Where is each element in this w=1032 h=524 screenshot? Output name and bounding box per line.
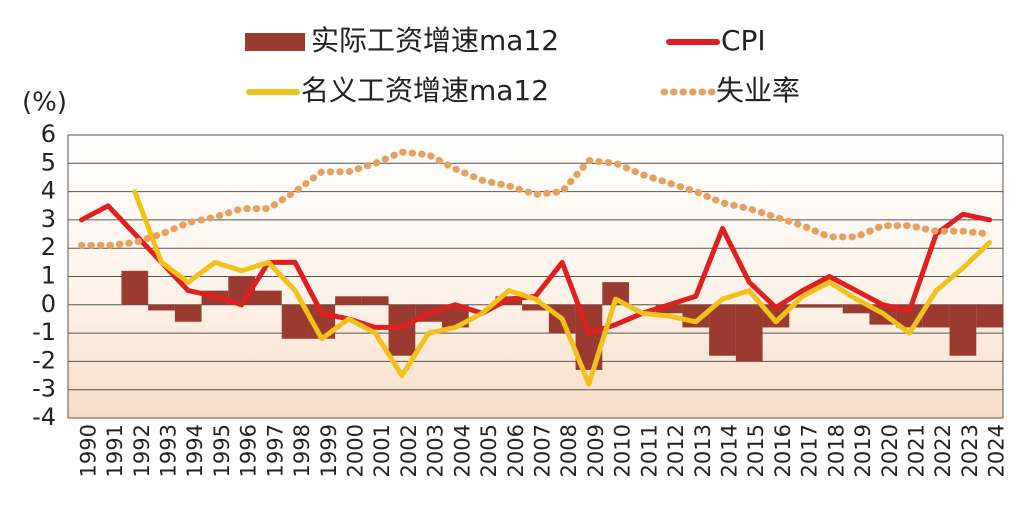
x-tick-label: 2020 [878, 424, 902, 477]
y-tick-label: -3 [32, 375, 56, 403]
bar [816, 304, 843, 308]
x-tick-label: 2024 [985, 424, 1009, 477]
x-tick-label: 2006 [504, 424, 528, 477]
x-tick-label: 1990 [76, 424, 100, 477]
x-tick-label: 2000 [344, 424, 368, 477]
x-tick-label: 2011 [637, 424, 661, 477]
bar [709, 304, 736, 356]
x-tick-label: 2004 [450, 424, 474, 477]
bar [148, 304, 175, 311]
y-unit: (%) [22, 88, 67, 118]
x-tick-label: 2007 [531, 424, 555, 477]
x-tick-label: 2019 [851, 424, 875, 477]
bar [174, 304, 202, 322]
bar [922, 304, 950, 328]
y-tick-label: 4 [41, 177, 56, 205]
dotted-line [77, 148, 994, 249]
y-tick-label: 6 [41, 120, 56, 148]
legend-label: CPI [721, 24, 766, 57]
x-tick-label: 1993 [157, 424, 181, 477]
x-tick-label: 2018 [824, 424, 848, 477]
x-tick-label: 2023 [958, 424, 982, 477]
x-tick-label: 1994 [183, 424, 207, 477]
x-tick-label: 2013 [691, 424, 715, 477]
x-tick-label: 1997 [263, 424, 287, 477]
x-tick-label: 2014 [718, 424, 742, 477]
bar [949, 304, 977, 356]
legend-label: 名义工资增速ma12 [301, 74, 549, 107]
bar [522, 304, 549, 311]
x-tick-label: 2021 [905, 424, 929, 477]
x-tick-label: 1999 [317, 424, 341, 477]
line [78, 203, 993, 336]
bar [602, 282, 629, 305]
legend-label: 失业率 [716, 74, 800, 107]
legend-label: 实际工资增速ma12 [311, 24, 559, 57]
y-tick-label: -2 [32, 346, 56, 374]
line [132, 189, 993, 387]
x-tick-label: 1995 [210, 424, 234, 477]
x-tick-label: 1998 [290, 424, 314, 477]
bar [789, 304, 816, 308]
bar [976, 304, 1003, 328]
x-tick-label: 1992 [130, 424, 154, 477]
y-tick-label: 3 [41, 205, 56, 233]
x-tick-label: 2017 [798, 424, 822, 477]
x-tick-label: 2012 [664, 424, 688, 477]
y-tick-label: -1 [32, 318, 56, 346]
y-tick-label: 0 [41, 290, 56, 318]
x-tick-label: 1991 [103, 424, 127, 477]
bar [842, 304, 870, 314]
x-tick-label: 2010 [611, 424, 635, 477]
x-tick-label: 2001 [370, 424, 394, 477]
x-tick-label: 2022 [931, 424, 955, 477]
y-tick-label: 5 [41, 148, 56, 176]
bar [388, 304, 416, 356]
x-tick-label: 2005 [477, 424, 501, 477]
x-tick-label: 2003 [424, 424, 448, 477]
x-tick-label: 2016 [771, 424, 795, 477]
bar [361, 296, 389, 305]
x-tick-label: 2008 [557, 424, 581, 477]
x-tick-label: 2009 [584, 424, 608, 477]
x-tick-label: 2002 [397, 424, 421, 477]
bar [735, 304, 763, 362]
y-tick-label: 1 [41, 262, 56, 290]
bar [255, 290, 282, 305]
y-tick-label: 2 [41, 233, 56, 261]
legend-swatch [245, 33, 305, 51]
bar [655, 304, 683, 314]
bar [335, 296, 362, 305]
bar [121, 270, 149, 305]
y-tick-label: -4 [32, 403, 56, 431]
x-tick-label: 2015 [744, 424, 768, 477]
x-tick-label: 1996 [237, 424, 261, 477]
